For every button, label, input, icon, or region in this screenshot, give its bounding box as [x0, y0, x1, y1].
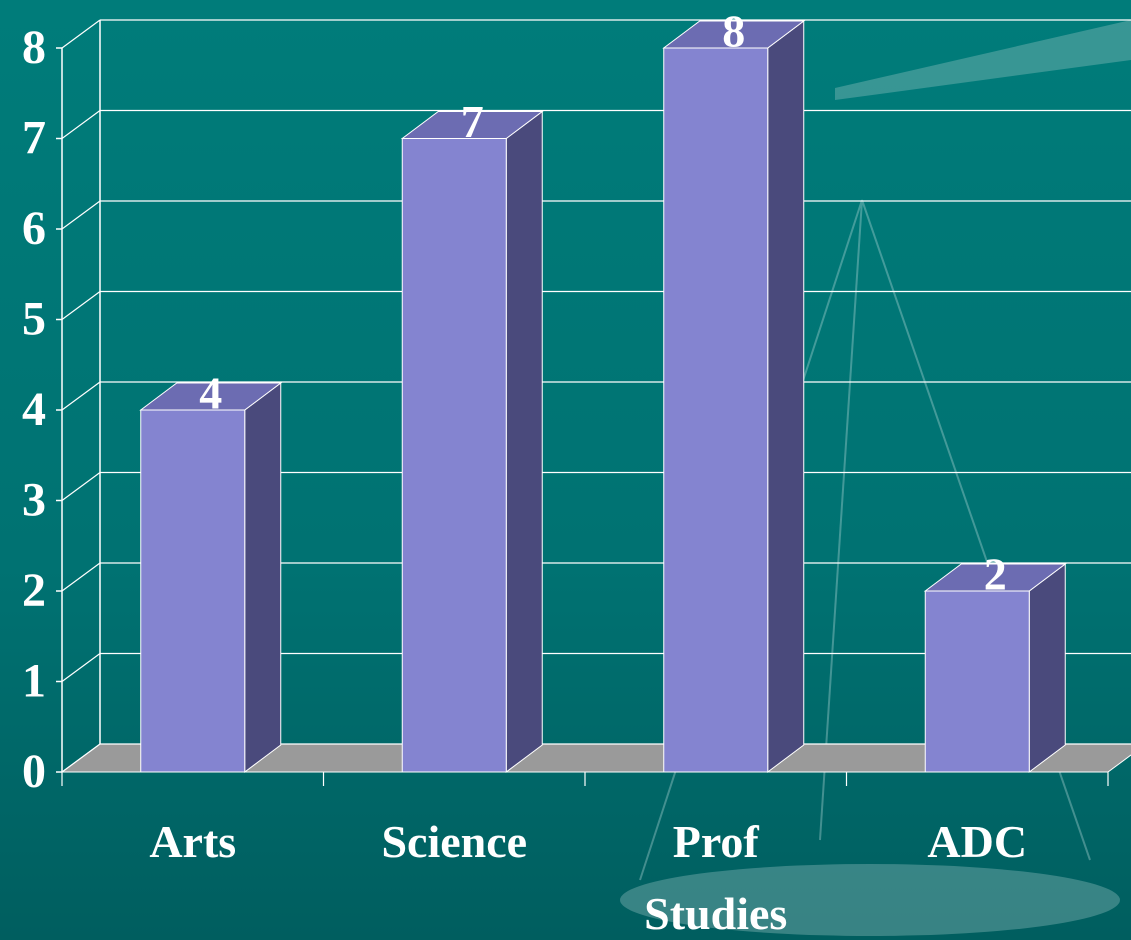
data-label: 8 — [722, 6, 745, 57]
decoration — [620, 20, 1131, 936]
data-label: 2 — [984, 549, 1007, 600]
y-tick-label: 6 — [22, 202, 46, 255]
bar — [140, 409, 246, 773]
bar — [924, 590, 1030, 773]
y-tick-label: 8 — [22, 21, 46, 74]
data-label: 7 — [461, 96, 484, 147]
grid-line — [61, 200, 101, 230]
grid-line — [61, 381, 101, 411]
y-tick-label: 5 — [22, 293, 46, 346]
x-tick-label: Prof Studies — [644, 816, 788, 939]
bar-side — [505, 110, 543, 773]
y-tick-label: 0 — [22, 745, 46, 798]
grid-line — [61, 472, 101, 501]
bar-side — [767, 20, 805, 773]
grid-line — [61, 562, 101, 592]
x-tick-label: ADC — [927, 816, 1028, 867]
x-tick-label: Science — [381, 816, 528, 867]
y-tick-label: 1 — [22, 655, 46, 708]
bar-side — [1028, 563, 1066, 773]
bar — [401, 138, 507, 773]
y-tick-label: 2 — [22, 564, 46, 617]
y-tick-label: 4 — [22, 383, 46, 436]
grid-line — [61, 653, 101, 682]
grid-line — [61, 19, 101, 49]
bar — [663, 47, 769, 773]
y-tick-label: 3 — [22, 474, 46, 527]
bar-side — [244, 382, 282, 773]
grid-line — [61, 110, 101, 139]
x-tick-label: Arts — [149, 816, 237, 867]
grid-line — [61, 743, 101, 773]
data-label: 4 — [199, 368, 222, 419]
y-tick-label: 7 — [22, 112, 46, 165]
grid-line — [61, 291, 101, 320]
